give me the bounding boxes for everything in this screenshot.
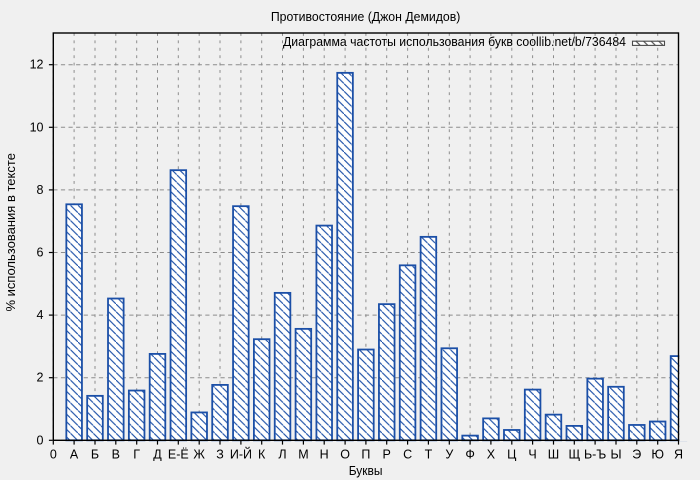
svg-text:Диаграмма частоты использовани: Диаграмма частоты использования букв coo… [283, 35, 626, 49]
svg-text:О: О [340, 448, 350, 462]
svg-text:Ь-Ъ: Ь-Ъ [584, 448, 606, 462]
svg-text:И-Й: И-Й [230, 447, 252, 462]
svg-text:П: П [361, 448, 370, 462]
svg-text:8: 8 [37, 183, 44, 197]
svg-text:Д: Д [153, 448, 162, 462]
svg-text:Ц: Ц [507, 448, 517, 462]
svg-text:Е-Ё: Е-Ё [168, 448, 189, 462]
svg-text:Б: Б [91, 448, 99, 462]
svg-text:Г: Г [133, 448, 140, 462]
svg-text:Л: Л [278, 448, 286, 462]
svg-text:Ш: Ш [548, 448, 559, 462]
svg-text:Н: Н [320, 448, 329, 462]
svg-text:Щ: Щ [568, 448, 580, 462]
svg-text:В: В [112, 448, 120, 462]
svg-text:0: 0 [50, 448, 57, 462]
svg-text:Ч: Ч [528, 448, 536, 462]
svg-text:12: 12 [30, 58, 44, 72]
svg-text:Ж: Ж [193, 448, 205, 462]
svg-text:Э: Э [632, 448, 641, 462]
svg-text:С: С [403, 448, 412, 462]
svg-text:У: У [445, 448, 453, 462]
svg-text:Ф: Ф [465, 448, 475, 462]
svg-text:З: З [216, 448, 224, 462]
svg-text:Противостояние (Джон Демидов): Противостояние (Джон Демидов) [271, 10, 461, 24]
svg-text:Р: Р [383, 448, 391, 462]
svg-text:10: 10 [30, 120, 44, 134]
svg-text:Ю: Ю [651, 448, 664, 462]
svg-text:Буквы: Буквы [349, 463, 383, 478]
svg-text:М: М [298, 448, 308, 462]
svg-text:2: 2 [37, 371, 44, 385]
svg-text:Ы: Ы [610, 448, 621, 462]
svg-text:Я: Я [674, 448, 683, 462]
svg-text:А: А [70, 448, 79, 462]
svg-text:К: К [258, 448, 266, 462]
svg-text:% использования в тексте: % использования в тексте [3, 153, 18, 311]
svg-text:Т: Т [425, 448, 433, 462]
svg-text:Х: Х [487, 448, 496, 462]
svg-text:6: 6 [37, 246, 44, 260]
svg-text:0: 0 [37, 433, 44, 447]
svg-text:4: 4 [37, 308, 44, 322]
